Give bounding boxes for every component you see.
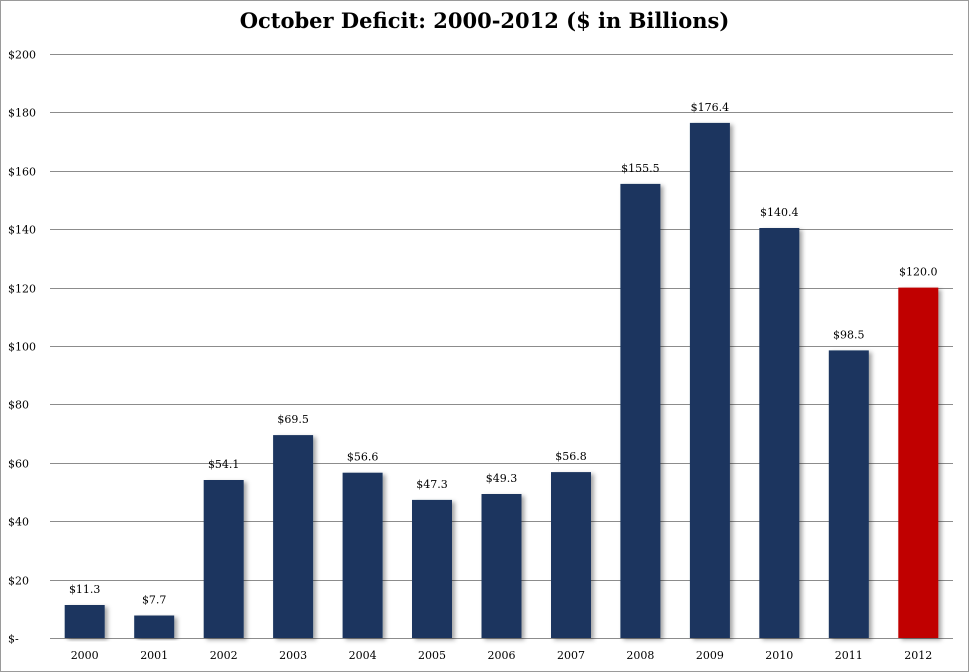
data-label-2011: $98.5 xyxy=(833,328,865,341)
bar-2010 xyxy=(759,228,800,638)
gridlines xyxy=(50,54,953,639)
data-label-2009: $176.4 xyxy=(691,101,730,114)
x-tick-label: 2007 xyxy=(557,649,585,662)
x-tick-label: 2001 xyxy=(140,649,168,662)
bar-2005 xyxy=(412,499,452,638)
x-tick-label: 2003 xyxy=(279,649,307,662)
data-label-2006: $49.3 xyxy=(486,472,518,485)
bar-2003 xyxy=(273,435,314,638)
bar-2002 xyxy=(203,480,244,638)
x-tick-label: 2004 xyxy=(349,649,377,662)
y-axis-tick-labels: $- $20 $40 $60 $80 $100 $120 $140 $160 $180 $200 xyxy=(8,49,36,646)
x-tick-label: 2005 xyxy=(418,649,446,662)
x-tick-label: 2000 xyxy=(71,649,99,662)
y-tick-label: $- xyxy=(8,633,19,646)
x-axis-tick-labels: 2000 2001 2002 2003 2004 2005 2006 2007 2008 2009… xyxy=(71,649,933,662)
y-tick-label: $200 xyxy=(8,49,36,62)
bar-2008 xyxy=(620,183,661,638)
data-label-2007: $56.8 xyxy=(555,450,587,463)
x-tick-label: 2008 xyxy=(626,649,654,662)
x-tick-label: 2011 xyxy=(835,649,863,662)
bar-2000 xyxy=(64,605,105,638)
data-label-2005: $47.3 xyxy=(416,478,448,491)
x-tick-label: 2006 xyxy=(488,649,516,662)
y-tick-label: $180 xyxy=(8,107,36,120)
y-tick-label: $40 xyxy=(8,516,29,529)
x-tick-label: 2012 xyxy=(904,649,932,662)
bar-2009 xyxy=(689,122,730,638)
bars xyxy=(64,122,939,638)
data-label-2000: $11.3 xyxy=(69,583,101,596)
y-tick-label: $120 xyxy=(8,283,36,296)
bar-2011 xyxy=(828,350,869,638)
data-label-2010: $140.4 xyxy=(760,206,799,219)
x-tick-label: 2009 xyxy=(696,649,724,662)
bar-2007 xyxy=(551,472,591,638)
bar-2001 xyxy=(134,615,175,638)
y-tick-label: $20 xyxy=(8,575,29,588)
y-tick-label: $60 xyxy=(8,458,29,471)
x-tick-label: 2010 xyxy=(765,649,793,662)
data-label-2004: $56.6 xyxy=(347,451,379,464)
data-labels: $11.3 $7.7 $54.1 $69.5 $56.6 $47.3 $49.3 $56.8 $… xyxy=(69,101,938,607)
chart-title: October Deficit: 2000-2012 ($ in Billion… xyxy=(239,8,730,33)
bar-2004 xyxy=(342,472,383,638)
bar-2012 xyxy=(898,287,939,638)
y-tick-label: $140 xyxy=(8,224,36,237)
data-label-2002: $54.1 xyxy=(208,458,240,471)
data-label-2001: $7.7 xyxy=(142,594,167,607)
bar-2006 xyxy=(481,494,522,638)
data-label-2008: $155.5 xyxy=(621,162,660,175)
y-tick-label: $160 xyxy=(8,166,36,179)
x-tick-label: 2002 xyxy=(210,649,238,662)
data-label-2003: $69.5 xyxy=(277,413,309,426)
y-tick-label: $80 xyxy=(8,399,29,412)
y-tick-label: $100 xyxy=(8,341,36,354)
data-label-2012: $120.0 xyxy=(899,266,938,279)
